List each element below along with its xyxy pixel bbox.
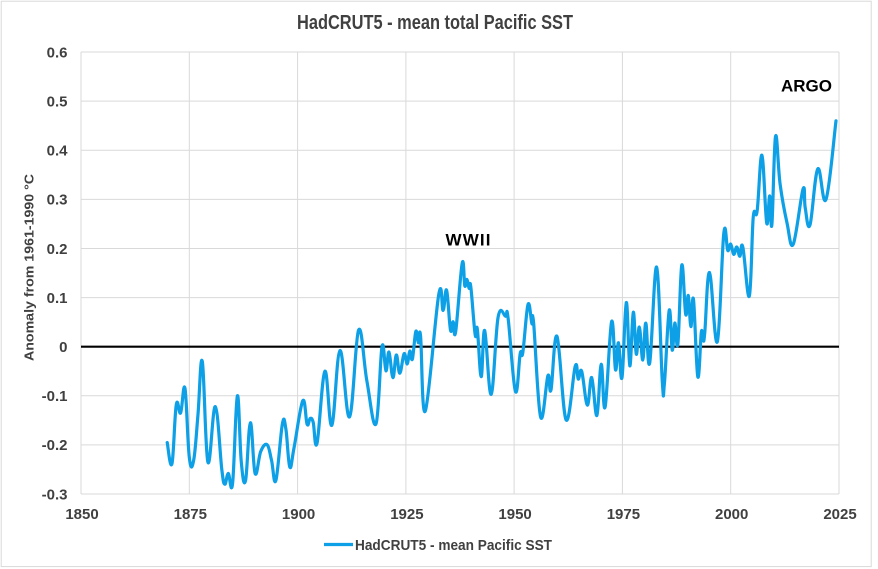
svg-text:-0.1: -0.1: [42, 388, 68, 405]
svg-text:-0.3: -0.3: [42, 486, 68, 503]
svg-text:0.6: 0.6: [47, 44, 68, 61]
svg-text:0: 0: [59, 339, 67, 356]
svg-text:1975: 1975: [607, 506, 640, 523]
svg-text:1875: 1875: [174, 506, 207, 523]
svg-text:HadCRUT5 - mean Pacific SST: HadCRUT5 - mean Pacific SST: [355, 537, 552, 554]
svg-text:2000: 2000: [715, 506, 748, 523]
svg-text:0.4: 0.4: [47, 143, 69, 160]
svg-text:1925: 1925: [390, 506, 423, 523]
svg-text:0.1: 0.1: [47, 290, 68, 307]
svg-text:ARGO: ARGO: [781, 77, 832, 96]
svg-text:HadCRUT5 - mean total Pacific: HadCRUT5 - mean total Pacific SST: [297, 12, 573, 34]
svg-text:1850: 1850: [65, 506, 98, 523]
svg-text:-0.2: -0.2: [42, 437, 68, 454]
svg-text:0.5: 0.5: [47, 93, 68, 110]
svg-text:WWII: WWII: [446, 231, 491, 250]
svg-text:1950: 1950: [498, 506, 531, 523]
svg-text:2025: 2025: [823, 506, 856, 523]
svg-text:Anomaly from 1961-1990 °C: Anomaly from 1961-1990 °C: [22, 173, 37, 361]
svg-text:0.2: 0.2: [47, 241, 68, 258]
svg-text:0.3: 0.3: [47, 192, 68, 209]
svg-text:1900: 1900: [282, 506, 315, 523]
